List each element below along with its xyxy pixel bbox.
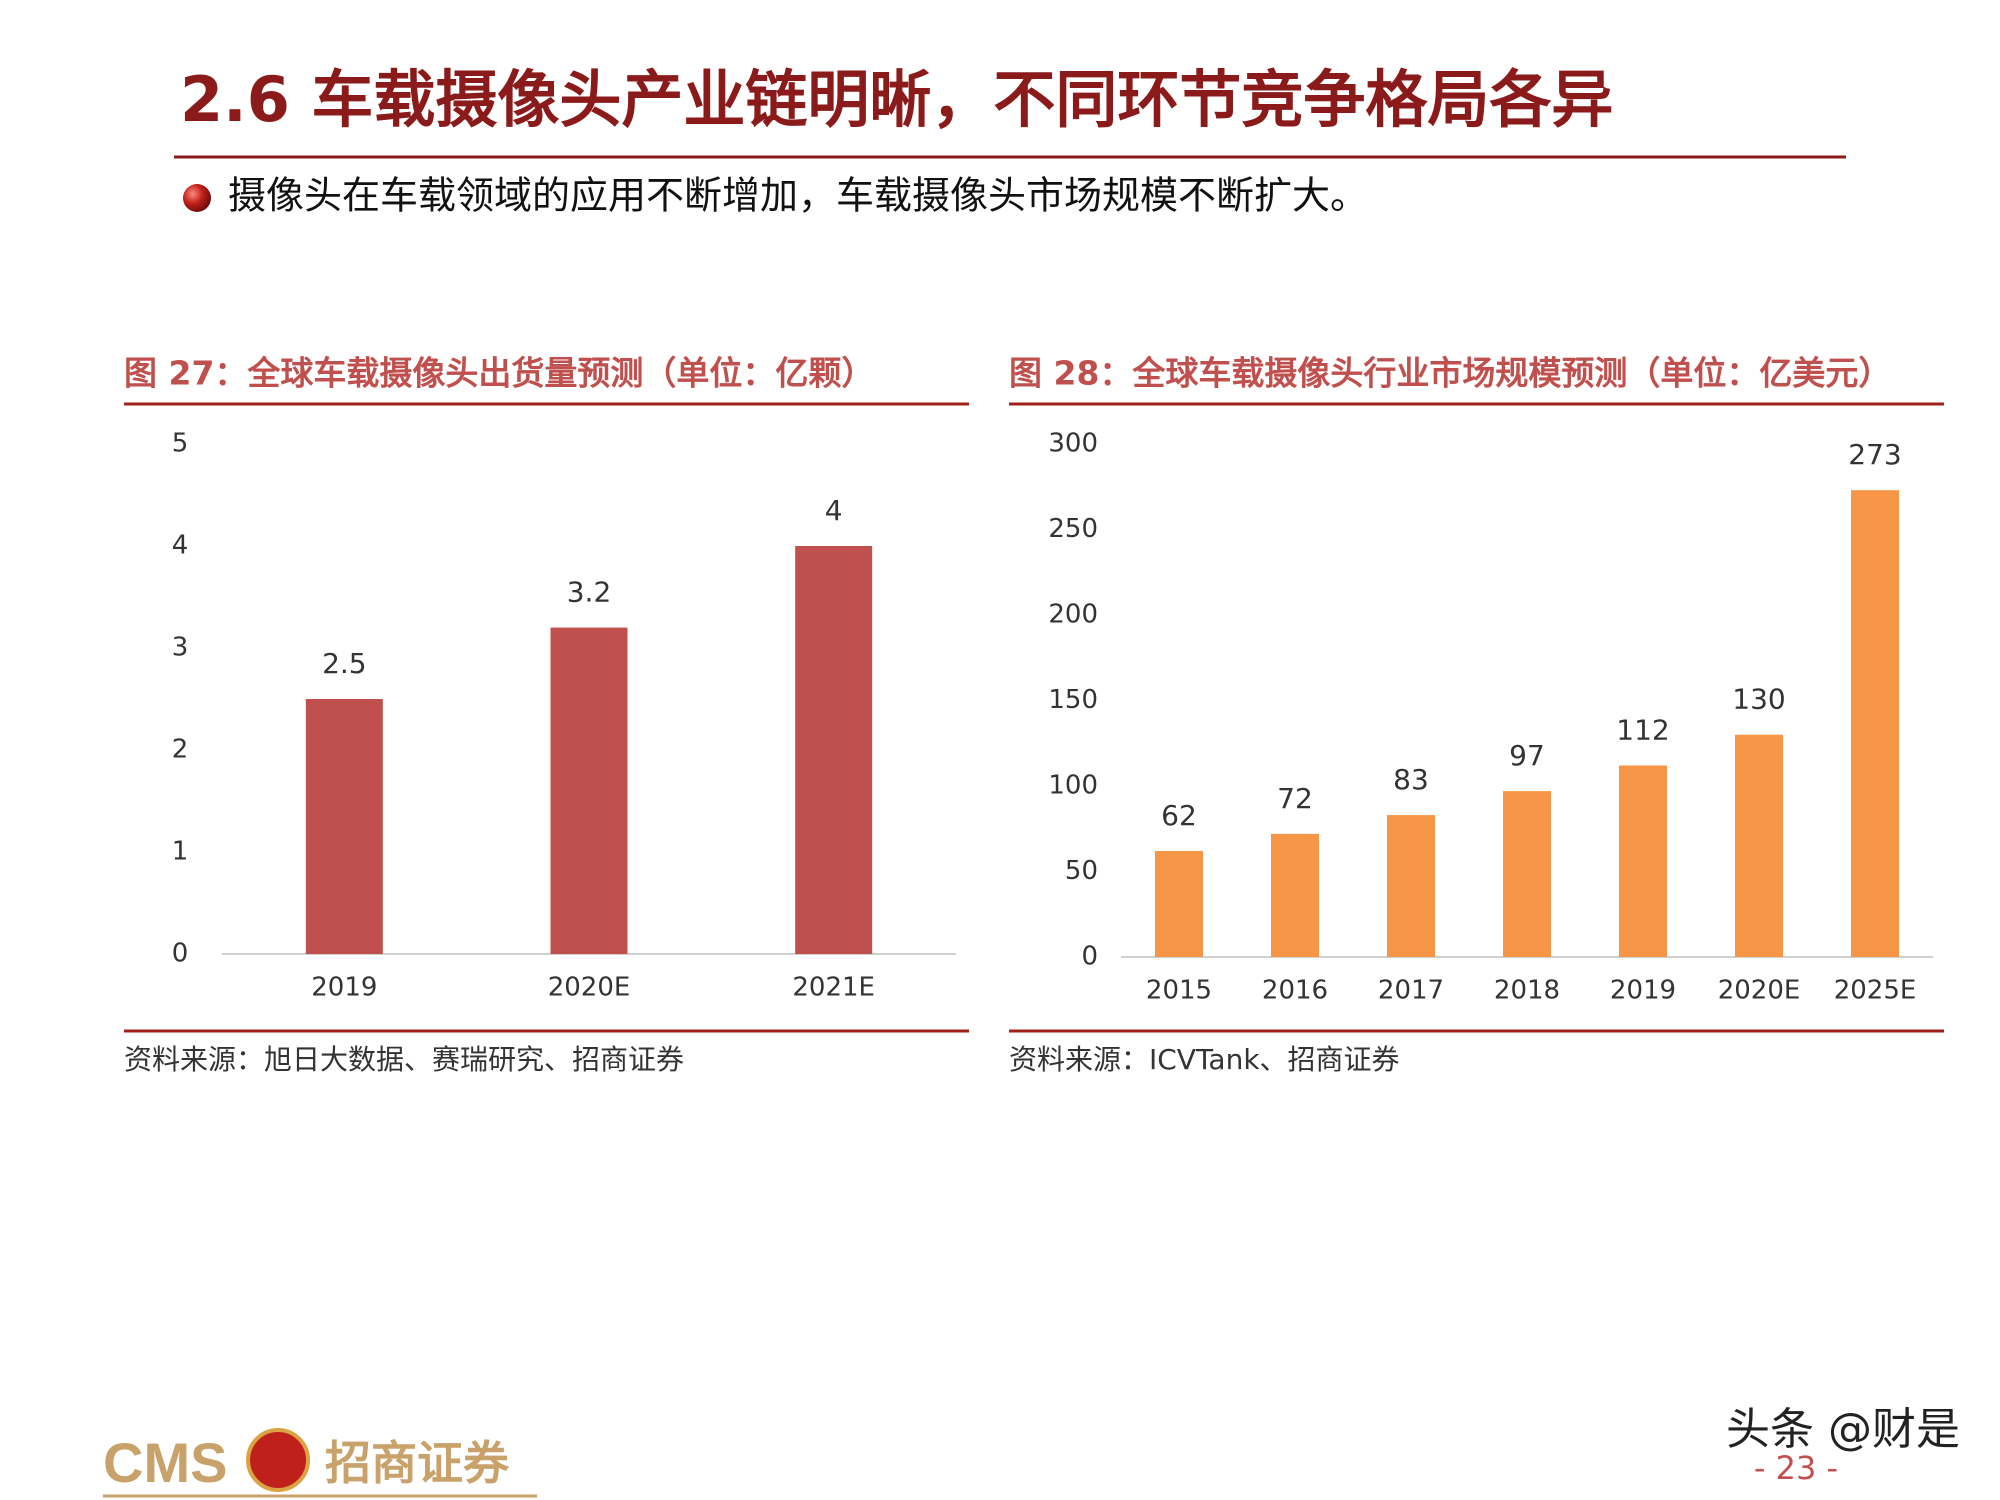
y-tick-label: 0 [172,939,189,969]
logo-emblem [246,1428,310,1492]
value-label: 62 [1161,799,1197,832]
value-label: 130 [1732,683,1785,716]
bar [1387,815,1435,957]
logo: CMS [103,1431,227,1494]
value-label: 273 [1848,438,1901,471]
value-label: 72 [1277,782,1313,815]
y-tick-label: 2 [172,735,189,765]
chart-source: 资料来源：ICVTank、招商证券 [1009,1043,1400,1076]
y-tick-label: 1 [172,837,189,867]
value-label: 4 [825,494,843,527]
x-tick-label: 2021E [792,973,875,1003]
value-label: 3.2 [567,576,612,609]
company-name: 招商证券 [325,1436,510,1490]
x-tick-label: 2020E [548,973,631,1003]
bar [550,627,628,954]
bar [1735,734,1783,957]
chart-title: 图 27：全球车载摄像头出货量预测（单位：亿颗） [124,354,874,393]
bar [1851,490,1899,957]
page-number: - 23 - [1754,1449,1838,1487]
bar [795,546,873,954]
value-label: 2.5 [322,647,367,680]
bar [1155,850,1203,957]
bullet-text: 摄像头在车载领域的应用不断增加，车载摄像头市场规模不断扩大。 [228,174,1368,218]
x-tick-label: 2017 [1378,976,1444,1006]
y-tick-label: 150 [1048,685,1098,715]
y-tick-label: 3 [172,633,189,663]
value-label: 112 [1616,713,1669,746]
x-tick-label: 2018 [1494,976,1560,1006]
x-tick-label: 2025E [1834,976,1917,1006]
chart-source: 资料来源：旭日大数据、赛瑞研究、招商证券 [124,1043,684,1076]
y-tick-label: 300 [1048,429,1098,459]
bar [1503,791,1551,957]
x-tick-label: 2020E [1718,976,1801,1006]
slide-title: 2.6 车载摄像头产业链明晰，不同环节竞争格局各异 [180,63,1613,136]
y-tick-label: 4 [172,531,189,561]
chart-title: 图 28：全球车载摄像头行业市场规模预测（单位：亿美元） [1009,354,1891,393]
x-tick-label: 2016 [1262,976,1328,1006]
x-tick-label: 2019 [311,973,377,1003]
bar [305,699,383,954]
value-label: 97 [1509,739,1545,772]
y-tick-label: 200 [1048,600,1098,630]
watermark: 头条 @财是 [1726,1404,1960,1455]
x-tick-label: 2019 [1610,976,1676,1006]
bullet-icon [183,184,211,212]
bar [1619,765,1667,957]
value-label: 83 [1393,763,1429,796]
bar [1271,833,1319,957]
y-tick-label: 250 [1048,514,1098,544]
y-tick-label: 0 [1081,942,1098,972]
x-tick-label: 2015 [1146,976,1212,1006]
y-tick-label: 100 [1048,771,1098,801]
y-tick-label: 5 [172,429,189,459]
y-tick-label: 50 [1065,856,1098,886]
